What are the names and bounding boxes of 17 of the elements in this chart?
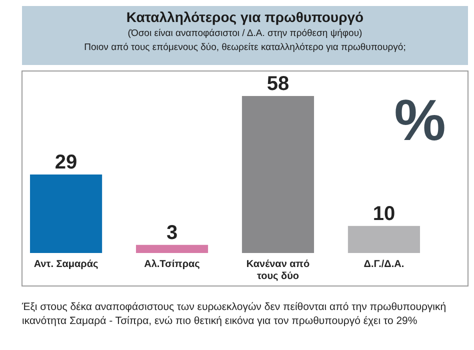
data-label: 10	[372, 202, 396, 225]
bar	[348, 226, 420, 253]
bar	[30, 174, 102, 253]
data-label: 29	[54, 152, 78, 174]
x-tick-label: Κανέναν από τους δύο	[246, 259, 310, 282]
text: Έξι στους δέκα αναποφάσιστους των ευρωεκλογών δεν πείθονται από την πρωθυπουργική ικανότητα Σαμαρά - Τσίπρα, ενώ πιο θετική εικόνα για τον πρωθυπουργό έχει το 29%	[21, 301, 446, 327]
text: Ποιον από τους επόμενους δύο, θεωρείτε καταλληλότερο για πρωθυπουργό;	[84, 42, 406, 53]
data-label: 58	[266, 73, 290, 95]
chart-title: Καταλληλότερος για πρωθυπουργό	[126, 9, 364, 25]
bar	[136, 244, 208, 253]
x-tick-label: Αλ.Τσίπρας	[144, 259, 200, 270]
y-axis-title: %	[394, 88, 446, 153]
chart-subtitle: (Όσοι είναι αναποφάσιστοι / Δ.Α. στην πρόθεση ψήφου)	[128, 28, 362, 39]
bar	[242, 96, 314, 253]
x-tick-label: Δ.Γ./Δ.Α.	[364, 259, 404, 270]
data-label: 3	[166, 222, 178, 244]
x-tick-label: Αντ. Σαμαράς	[34, 259, 98, 270]
